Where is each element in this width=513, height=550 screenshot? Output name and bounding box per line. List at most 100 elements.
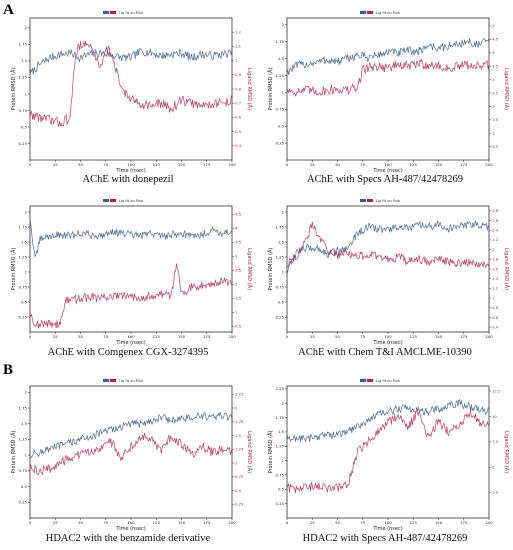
y-tick-label: 1.5 [278, 56, 285, 61]
y-tick-label: 0.25 [19, 500, 28, 505]
y-axis-label: Protein RMSD (Å) [267, 431, 274, 474]
x-tick-label: 50 [78, 162, 83, 167]
y2-tick-label: 0.5 [235, 324, 242, 329]
plot-frame [286, 205, 490, 333]
y2-tick-label: 2 [492, 104, 495, 109]
y2-tick-label: 2.6 [492, 218, 499, 223]
y2-tick-label: 0.75 [235, 474, 244, 479]
y-tick-label: 0.5 [278, 299, 285, 304]
chart-ache-chemti: Lig fit on Prot 0 25 50 75 100 125 150 175 200 Tim… [267, 199, 510, 346]
x-tick-label: 200 [228, 334, 236, 339]
y2-tick-label: 1.1 [235, 44, 242, 49]
y2-tick-label: 1.6 [492, 266, 499, 271]
x-axis-label: Time (nsec) [372, 340, 402, 346]
x-tick-label: 200 [228, 162, 236, 167]
plot-frame [29, 205, 233, 333]
plot-frame [286, 385, 490, 519]
y-tick-label: 0.5 [21, 299, 28, 304]
y2-tick-label: 0.4 [492, 324, 499, 329]
y-tick-label: 0.25 [19, 314, 28, 319]
x-axis-label: Time (nsec) [115, 526, 145, 532]
legend-label: Lig fit on Prot [376, 11, 401, 15]
y2-tick-label: 0.9 [235, 72, 242, 77]
legend-swatch-ligand [110, 379, 116, 382]
y2-tick-label: 1.5 [235, 433, 242, 438]
y2-tick-label: 5 [492, 465, 495, 470]
y-tick-label: 2 [25, 209, 28, 214]
legend-label: Lig fit on Prot [376, 379, 401, 383]
plot-frame [286, 17, 490, 161]
y2-tick-label: 7.5 [492, 439, 499, 444]
y-tick-label: 2 [282, 401, 285, 406]
x-tick-label: 100 [127, 520, 135, 525]
x-tick-label: 200 [485, 520, 493, 525]
legend-swatch-ligand [367, 11, 373, 14]
series-line-ligand [29, 432, 233, 476]
x-tick-label: 150 [435, 520, 443, 525]
x-tick-label: 125 [153, 520, 161, 525]
y-tick-label: 0.75 [276, 284, 285, 289]
series-line-ligand [286, 221, 490, 269]
y2-tick-label: 2.5 [492, 490, 499, 495]
x-tick-label: 25 [53, 520, 58, 525]
y2-tick-label: 0.5 [235, 129, 242, 134]
y-tick-label: 1 [282, 269, 285, 274]
y-tick-label: 2.25 [276, 386, 285, 391]
y2-tick-label: 2.5 [492, 90, 499, 95]
x-tick-label: 150 [435, 162, 443, 167]
x-tick-label: 150 [178, 520, 186, 525]
y2-tick-label: 1 [235, 460, 238, 465]
legend: Lig fit on Prot [360, 379, 401, 383]
x-tick-label: 125 [153, 162, 161, 167]
y2-tick-label: 1.5 [492, 117, 499, 122]
y2-axis-label: Ligand RMSD (Å) [246, 248, 253, 290]
x-tick-label: 0 [286, 520, 289, 525]
y2-tick-label: 1.75 [235, 419, 244, 424]
x-tick-label: 0 [286, 334, 289, 339]
y-tick-label: 0.75 [276, 107, 285, 112]
y2-axis-label: Ligand RMSD (Å) [503, 431, 510, 473]
x-axis-label: Time (nsec) [372, 168, 402, 174]
y-tick-label: 1 [25, 452, 28, 457]
y-tick-label: 0.5 [278, 487, 285, 492]
y-tick-label: 0.5 [21, 484, 28, 489]
legend-label: Lig fit on Prot [119, 11, 144, 15]
y2-tick-label: 0.7 [235, 101, 242, 106]
y2-axis-label: Ligand RMSD (Å) [246, 68, 253, 110]
y2-tick-label: 0.4 [235, 143, 242, 148]
x-tick-label: 100 [384, 162, 392, 167]
y2-tick-label: 1.4 [492, 276, 499, 281]
x-tick-label: 100 [127, 334, 135, 339]
y2-tick-label: 4.5 [492, 37, 499, 42]
y2-tick-label: 2.25 [235, 392, 244, 397]
y2-axis-label: Ligand RMSD (Å) [503, 248, 510, 290]
x-tick-label: 125 [410, 162, 418, 167]
chart-ache-donepezil: Lig fit on Prot 0 25 50 75 100 125 150 175 200 Tim… [10, 11, 253, 174]
y2-tick-label: 0.6 [492, 315, 499, 320]
x-tick-label: 125 [410, 520, 418, 525]
x-tick-label: 25 [310, 334, 315, 339]
x-axis-label: Time (nsec) [115, 340, 145, 346]
y-axis-label: Protein RMSD (Å) [267, 68, 274, 111]
y-tick-label: 1.75 [276, 415, 285, 420]
x-tick-label: 75 [103, 520, 108, 525]
x-tick-label: 100 [384, 334, 392, 339]
y2-tick-label: 0.25 [235, 502, 244, 507]
y2-tick-label: 1.8 [492, 257, 499, 262]
x-tick-label: 25 [310, 520, 315, 525]
legend: Lig fit on Prot [360, 11, 401, 15]
y-tick-label: 1.25 [276, 254, 285, 259]
y2-axis-label: Ligand RMSD (Å) [246, 431, 253, 473]
x-tick-label: 50 [78, 520, 83, 525]
x-tick-label: 100 [127, 162, 135, 167]
y-tick-label: 0.25 [276, 140, 285, 145]
y-tick-label: 1.25 [276, 73, 285, 78]
y2-tick-label: 1.5 [235, 296, 242, 301]
y-axis-label: Protein RMSD (Å) [267, 248, 274, 291]
y2-tick-label: 0.8 [235, 86, 242, 91]
legend-swatch-protein [103, 199, 109, 202]
x-tick-label: 100 [384, 520, 392, 525]
